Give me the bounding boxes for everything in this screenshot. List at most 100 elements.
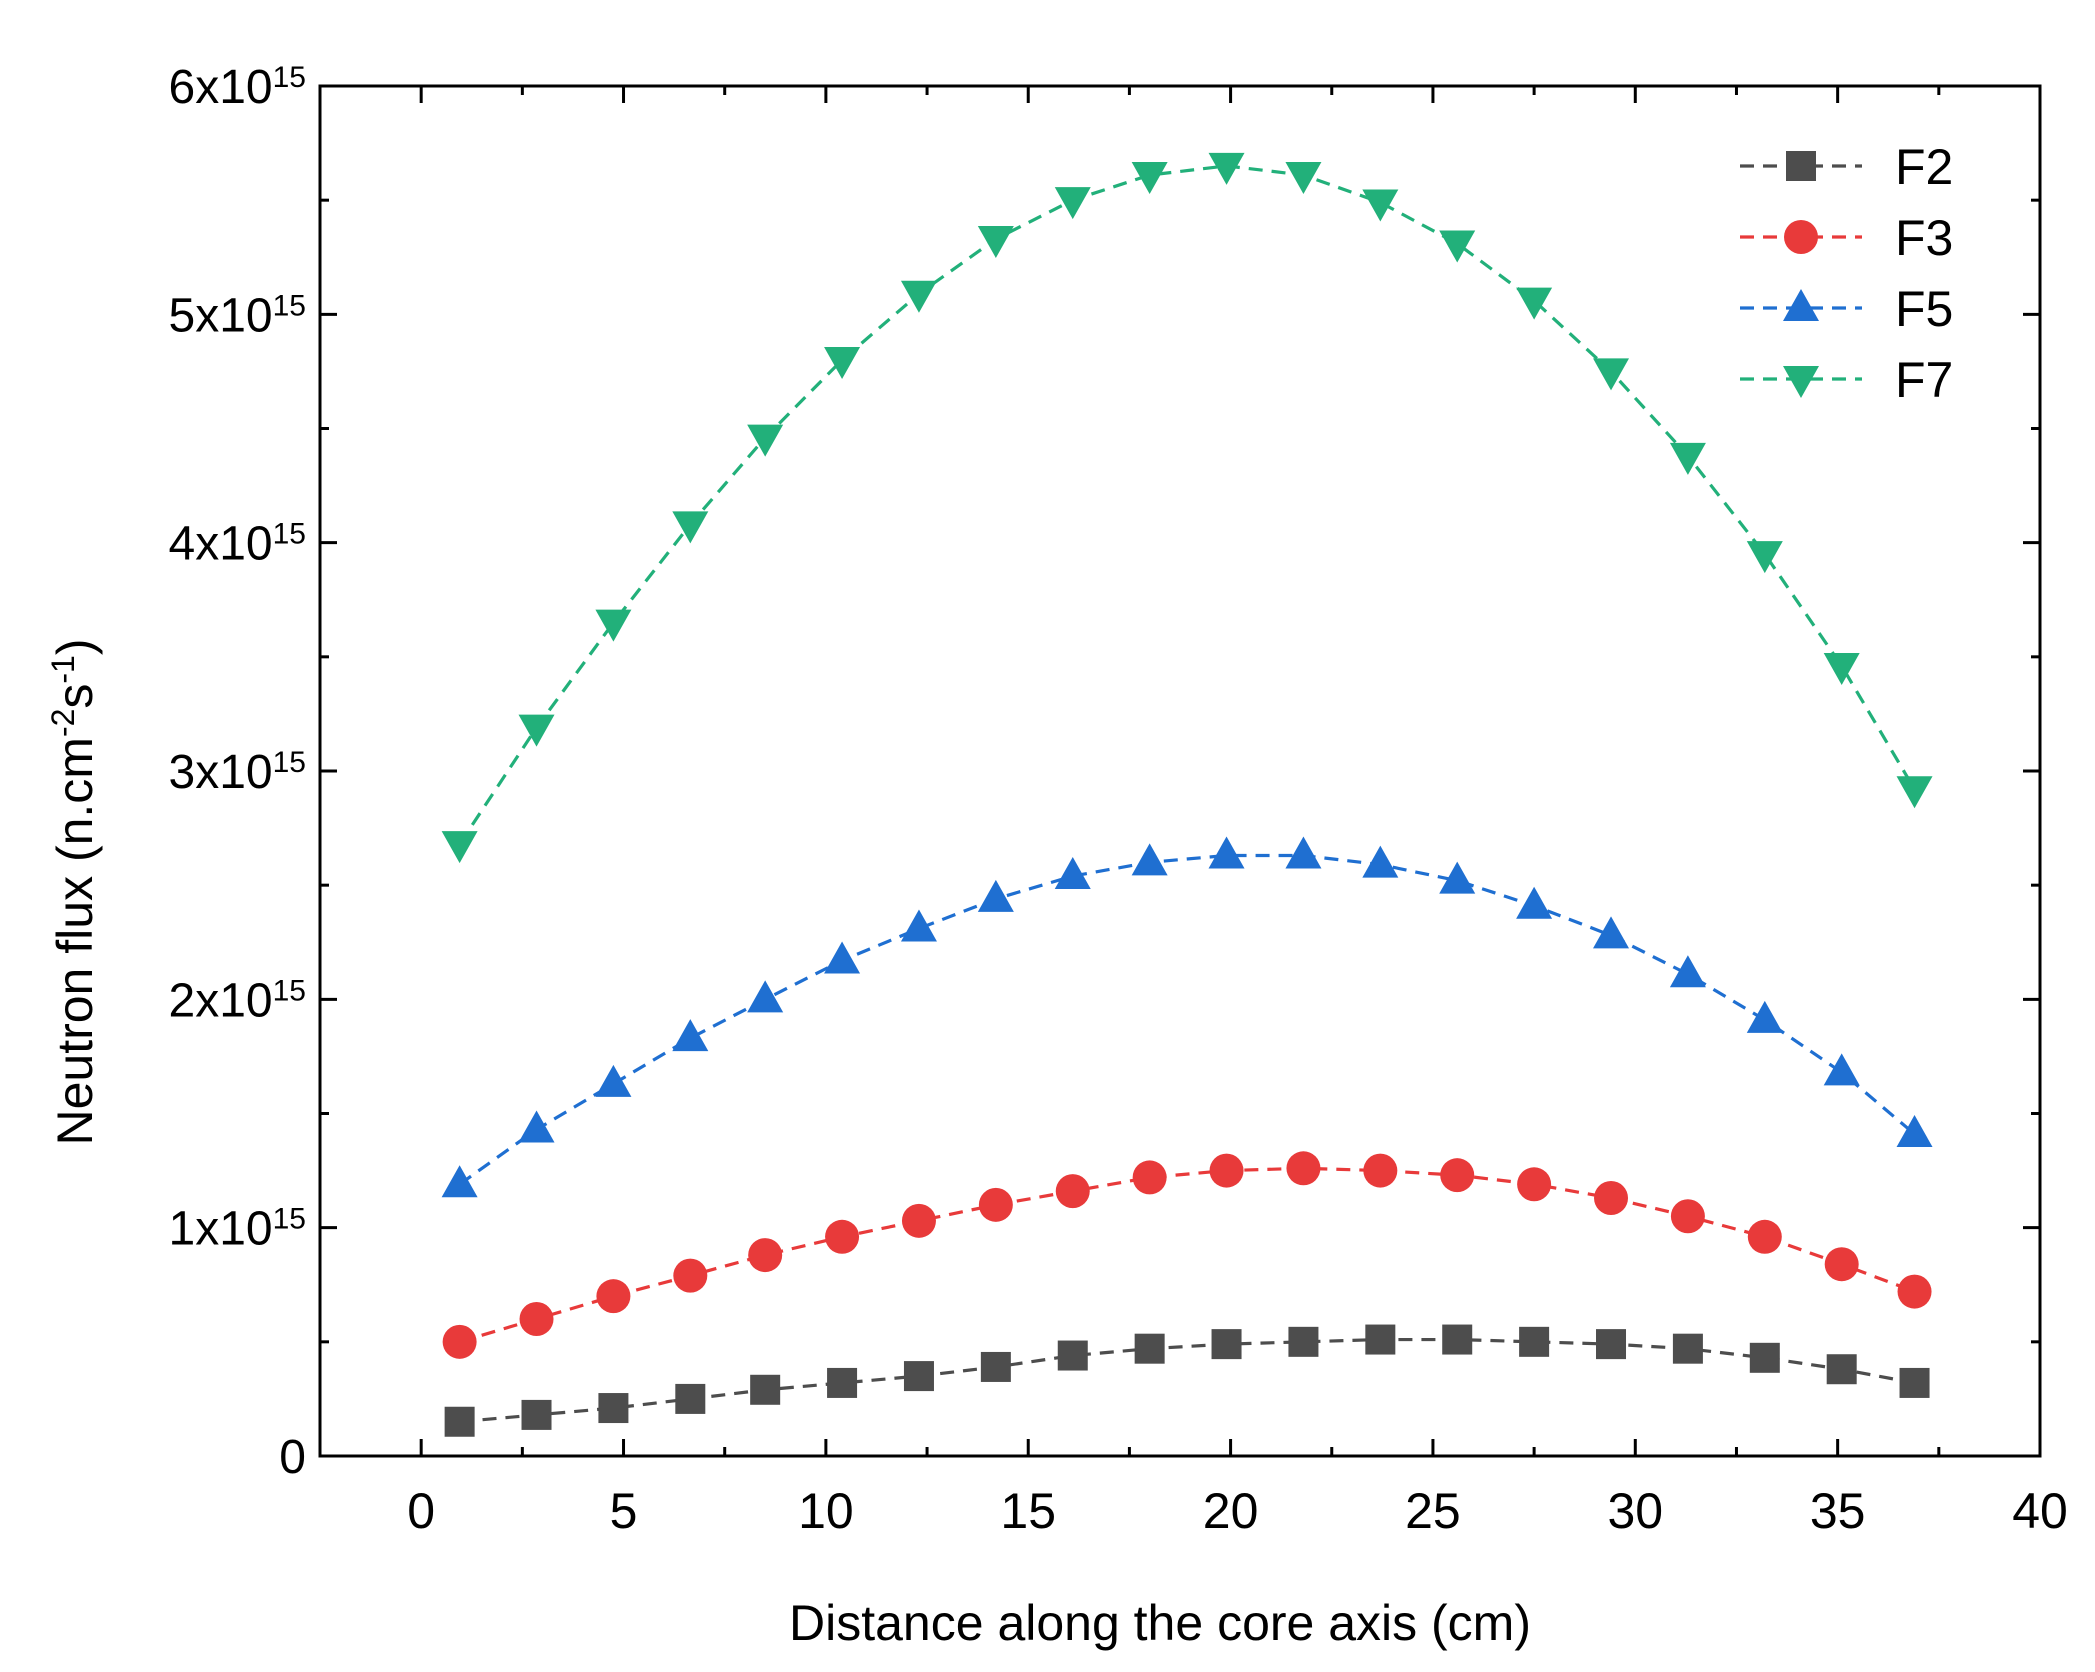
data-point-f7 [1285,162,1322,195]
legend-label: F2 [1895,139,1953,195]
data-point-f5 [900,909,937,942]
data-point-f2 [1749,1342,1780,1373]
data-point-f3 [1132,1160,1167,1195]
series-f3 [442,1151,1932,1359]
data-point-f2 [1519,1326,1550,1357]
x-tick-label: 35 [1810,1483,1866,1539]
legend-label: F7 [1895,352,1953,408]
x-tick-label: 20 [1203,1483,1259,1539]
legend-marker [1783,289,1819,321]
data-point-f7 [1208,152,1245,185]
y-tick-label: 0 [279,1431,306,1484]
x-tick-label: 15 [1000,1483,1056,1539]
data-point-f2 [1596,1329,1627,1360]
data-point-f7 [1362,189,1399,222]
data-point-f5 [1896,1115,1933,1148]
y-tick-label: 4x1015 [169,517,306,571]
data-point-f2 [827,1367,858,1398]
data-point-f5 [1746,1000,1783,1033]
data-point-f5 [518,1110,555,1143]
x-tick-label: 5 [610,1483,638,1539]
legend-item-f2: F2 [1740,139,1953,195]
data-point-f7 [1516,287,1553,320]
data-point-f3 [442,1324,477,1359]
data-point-f7 [977,225,1014,258]
data-point-f5 [1054,857,1091,890]
data-point-f2 [750,1374,781,1405]
data-point-f5 [977,879,1014,912]
data-point-f7 [441,831,478,864]
x-tick-label: 10 [798,1483,854,1539]
legend-marker [1783,366,1819,398]
series-f5 [441,836,1933,1198]
data-point-f7 [1439,230,1476,263]
data-point-f3 [1594,1180,1629,1215]
data-point-f2 [675,1383,706,1414]
data-point-f5 [1516,886,1553,919]
series-f2 [444,1324,1930,1437]
data-point-f7 [1746,541,1783,574]
x-tick-label: 25 [1405,1483,1461,1539]
data-point-f5 [1208,836,1245,869]
legend-marker [1784,220,1818,254]
y-tick-label: 2x1015 [169,974,306,1027]
data-point-f3 [748,1238,783,1273]
data-point-f5 [672,1019,709,1052]
data-point-f2 [1672,1333,1703,1364]
y-tick-label: 6x1015 [169,61,306,115]
data-point-f3 [1209,1153,1244,1188]
data-point-f7 [1593,358,1630,391]
x-tick-label: 0 [407,1483,435,1539]
data-point-f7 [595,609,632,642]
series-line-f7 [458,164,1916,845]
data-point-f3 [596,1279,631,1314]
data-point-f3 [1363,1153,1398,1188]
series-layer [441,152,1933,1437]
data-point-f5 [1823,1053,1860,1086]
data-point-f2 [1826,1354,1857,1385]
legend-marker [1786,151,1816,181]
data-point-f7 [518,714,555,747]
data-point-f7 [1131,162,1168,195]
data-point-f2 [444,1406,475,1437]
series-line-f5 [458,853,1916,1186]
data-point-f5 [1362,845,1399,878]
data-point-f3 [1747,1219,1782,1254]
data-point-f2 [1057,1340,1088,1371]
data-point-f2 [1134,1333,1165,1364]
data-point-f2 [1211,1329,1242,1360]
data-point-f2 [1288,1326,1319,1357]
data-point-f3 [673,1258,708,1293]
data-point-f7 [1896,776,1933,809]
data-point-f5 [1285,836,1322,869]
legend-label: F5 [1895,281,1953,337]
data-point-f3 [1286,1151,1321,1186]
data-point-f7 [672,511,709,544]
data-point-f5 [595,1064,632,1097]
y-tick-label: 3x1015 [169,746,306,800]
data-point-f5 [1593,916,1630,949]
data-point-f2 [1365,1324,1396,1355]
data-point-f3 [1440,1158,1475,1193]
legend-item-f5: F5 [1740,281,1953,337]
data-point-f5 [1439,861,1476,894]
data-point-f7 [1823,652,1860,685]
data-point-f2 [903,1361,934,1392]
data-point-f2 [1899,1367,1930,1398]
data-point-f5 [747,980,784,1013]
data-point-f7 [1054,187,1091,220]
series-line-f3 [459,1166,1916,1344]
data-point-f7 [1669,442,1706,475]
data-point-f5 [1669,955,1706,988]
data-point-f2 [980,1351,1011,1382]
data-point-f2 [598,1393,629,1424]
data-point-f2 [521,1399,552,1430]
x-tick-label: 30 [1607,1483,1663,1539]
data-point-f7 [747,424,784,457]
data-point-f3 [978,1187,1013,1222]
data-point-f3 [1055,1174,1090,1209]
data-point-f3 [825,1219,860,1254]
legend-item-f3: F3 [1740,210,1953,266]
data-point-f5 [1131,843,1168,876]
